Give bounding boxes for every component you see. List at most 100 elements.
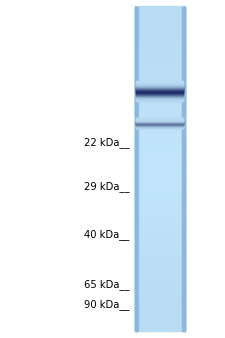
Bar: [135, 134, 184, 136]
Bar: [136, 127, 183, 128]
Bar: [135, 234, 184, 235]
Bar: [135, 271, 184, 273]
Bar: [135, 12, 184, 13]
Bar: [136, 126, 183, 127]
Bar: [135, 218, 184, 220]
Bar: [135, 31, 184, 33]
Bar: [135, 239, 184, 240]
Bar: [135, 190, 184, 192]
Bar: [135, 187, 184, 189]
Bar: [135, 295, 184, 297]
Bar: [135, 132, 184, 133]
Bar: [135, 15, 184, 17]
Text: 29 kDa__: 29 kDa__: [84, 181, 129, 192]
Bar: [135, 235, 184, 236]
Bar: [135, 260, 184, 261]
Bar: [135, 215, 184, 217]
Bar: [135, 197, 184, 198]
Bar: [135, 286, 184, 287]
Bar: [135, 329, 184, 330]
Bar: [136, 123, 183, 124]
Bar: [136, 124, 183, 125]
Bar: [135, 7, 137, 331]
Bar: [135, 306, 184, 308]
Bar: [135, 32, 184, 34]
Bar: [135, 64, 184, 65]
Bar: [135, 154, 184, 156]
Bar: [182, 7, 184, 331]
Bar: [135, 107, 184, 108]
Bar: [136, 118, 183, 119]
Bar: [136, 124, 183, 125]
Bar: [135, 93, 184, 94]
Bar: [136, 85, 183, 86]
Bar: [135, 16, 184, 18]
Bar: [136, 82, 183, 83]
Bar: [135, 27, 184, 28]
Bar: [135, 254, 184, 256]
Bar: [135, 41, 184, 43]
Bar: [136, 93, 183, 94]
Bar: [135, 297, 184, 299]
Bar: [136, 120, 183, 121]
Bar: [135, 6, 184, 8]
Bar: [135, 209, 184, 210]
Bar: [136, 123, 183, 124]
Bar: [136, 99, 183, 100]
Bar: [135, 222, 184, 223]
Bar: [136, 82, 183, 83]
Bar: [136, 84, 183, 86]
Bar: [136, 93, 183, 94]
Bar: [135, 287, 184, 288]
Bar: [135, 44, 184, 46]
Bar: [135, 51, 184, 52]
Bar: [135, 325, 184, 327]
Bar: [135, 116, 184, 117]
Bar: [135, 302, 184, 303]
Text: 90 kDa__: 90 kDa__: [84, 299, 129, 310]
Bar: [135, 59, 184, 61]
Bar: [135, 316, 184, 317]
Bar: [135, 71, 184, 73]
Bar: [135, 147, 184, 148]
Bar: [136, 88, 183, 89]
Bar: [135, 100, 184, 102]
Bar: [136, 125, 183, 126]
Bar: [136, 127, 183, 128]
Text: 22 kDa__: 22 kDa__: [84, 137, 129, 148]
Bar: [135, 189, 184, 191]
Bar: [135, 7, 138, 331]
Bar: [135, 168, 184, 169]
Bar: [135, 75, 184, 76]
Bar: [136, 97, 183, 98]
Bar: [136, 96, 183, 97]
Bar: [135, 283, 184, 285]
Bar: [136, 126, 183, 127]
Bar: [135, 33, 184, 35]
Bar: [135, 87, 184, 88]
Bar: [135, 259, 184, 260]
Bar: [136, 91, 183, 92]
Bar: [135, 109, 184, 111]
Bar: [135, 110, 184, 112]
Bar: [135, 67, 184, 68]
Bar: [135, 133, 184, 135]
Bar: [135, 248, 184, 249]
Bar: [135, 143, 184, 144]
Bar: [135, 102, 184, 103]
Bar: [135, 300, 184, 302]
Bar: [135, 7, 137, 331]
Bar: [135, 99, 184, 101]
Bar: [135, 304, 184, 305]
Bar: [135, 81, 184, 82]
Bar: [135, 265, 184, 266]
Bar: [135, 135, 184, 137]
Bar: [135, 206, 184, 207]
Bar: [135, 291, 184, 292]
Bar: [135, 202, 184, 203]
Bar: [135, 322, 184, 324]
Bar: [136, 90, 183, 91]
Bar: [136, 100, 183, 101]
Bar: [136, 118, 183, 119]
Bar: [136, 120, 183, 121]
